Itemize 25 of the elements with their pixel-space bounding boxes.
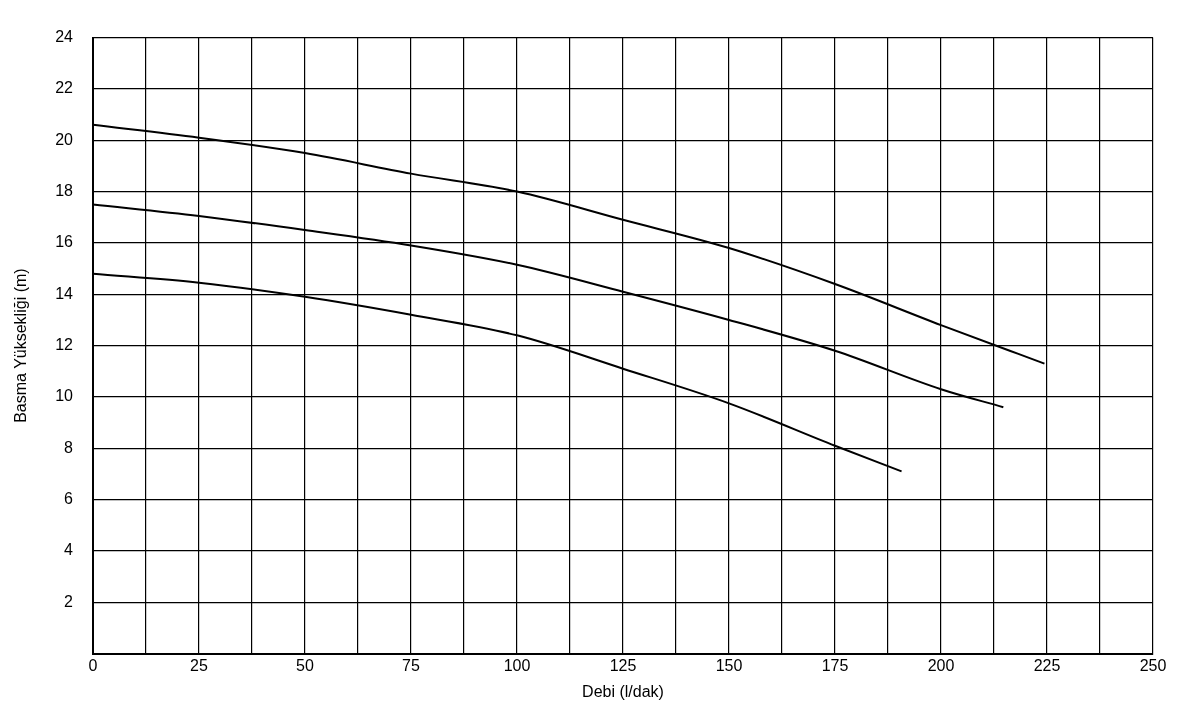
y-tick-label: 4 (64, 541, 74, 559)
x-tick-label: 75 (402, 656, 420, 674)
y-tick-label: 10 (55, 387, 74, 405)
x-tick-label: 50 (296, 656, 314, 674)
y-tick-label: 14 (55, 284, 74, 302)
x-tick-label: 200 (927, 656, 955, 674)
y-tick-label: 24 (55, 28, 74, 46)
x-tick-label: 175 (821, 656, 849, 674)
y-tick-label: 6 (64, 490, 74, 508)
x-tick-label: 100 (503, 656, 531, 674)
x-tick-label: 250 (1139, 656, 1167, 674)
y-tick-label: 20 (55, 130, 74, 148)
x-tick-label: 125 (609, 656, 637, 674)
y-tick-label: 18 (55, 182, 74, 200)
y-tick-label: 8 (64, 438, 74, 456)
x-tick-label: 225 (1033, 656, 1061, 674)
y-tick-label: 16 (55, 233, 74, 251)
x-tick-label: 25 (190, 656, 208, 674)
y-tick-label: 12 (55, 336, 74, 354)
y-tick-label: 2 (64, 592, 74, 610)
x-tick-label: 0 (88, 656, 98, 674)
x-axis-title: Debi (l/dak) (582, 682, 664, 700)
y-tick-label: 22 (55, 79, 74, 97)
y-axis-title: Basma Yüksekliği (m) (12, 268, 30, 423)
x-tick-label: 150 (715, 656, 743, 674)
